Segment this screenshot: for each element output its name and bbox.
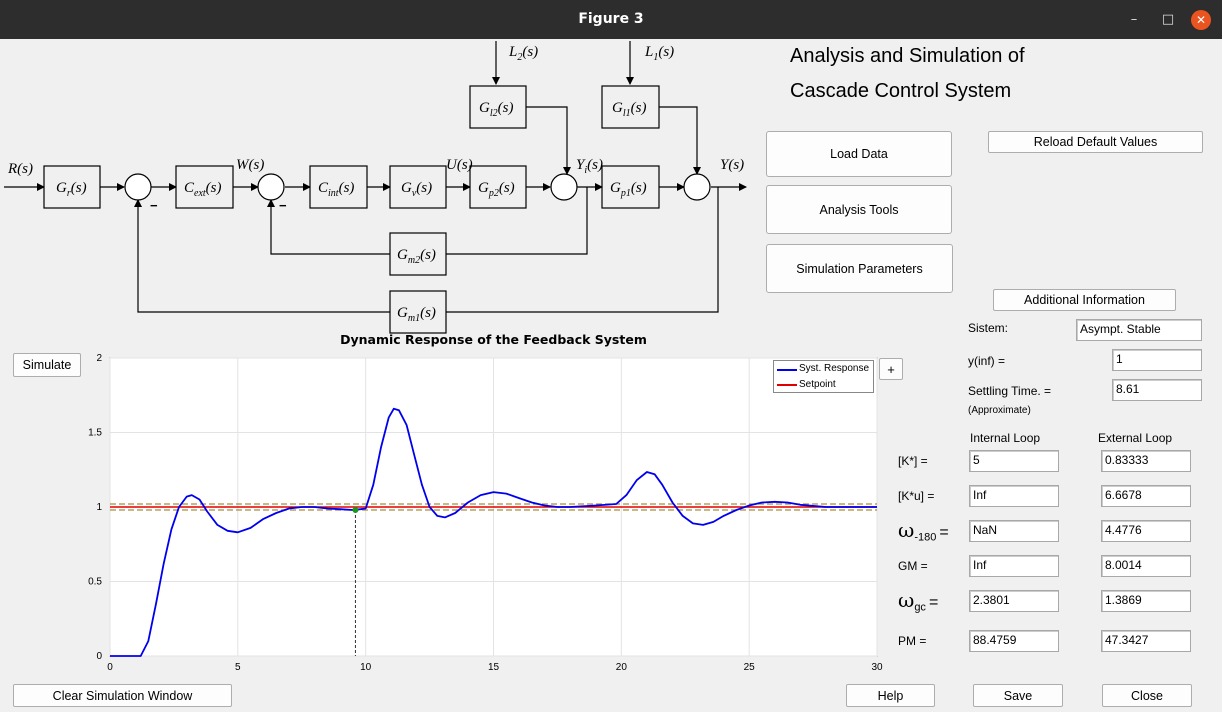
internal-loop-field-0[interactable]: 5: [969, 450, 1059, 472]
metric-label-1: [K*u] =: [898, 489, 935, 503]
analysis-tools-button[interactable]: Analysis Tools: [766, 185, 952, 234]
legend-swatch-setpoint: [777, 384, 797, 386]
header-line1: Analysis and Simulation of: [790, 45, 1025, 67]
x-tick-label: 5: [235, 662, 241, 673]
response-chart[interactable]: 0 5 10 15 20 25 30 0 0.5 1 1.5 2: [80, 350, 890, 680]
legend-label-setpoint: Setpoint: [799, 379, 836, 390]
metric-label-4: ωgc =: [898, 588, 938, 613]
internal-loop-field-4[interactable]: 2.3801: [969, 590, 1059, 612]
additional-information-button[interactable]: Additional Information: [993, 289, 1176, 311]
external-loop-field-3[interactable]: 8.0014: [1101, 555, 1191, 577]
sistem-label: Sistem:: [968, 321, 1009, 335]
external-loop-field-1[interactable]: 6.6678: [1101, 485, 1191, 507]
signal-W: W(s): [236, 157, 264, 173]
clear-simulation-window-button[interactable]: Clear Simulation Window: [13, 684, 232, 707]
signal-L2: L2(s): [508, 44, 538, 63]
external-loop-heading: External Loop: [1098, 431, 1173, 445]
load-data-button[interactable]: Load Data: [766, 131, 952, 177]
reload-default-values-button[interactable]: Reload Default Values: [988, 131, 1203, 153]
legend-swatch-response: [777, 369, 797, 371]
omega-subscript: -180: [914, 531, 937, 544]
metric-label-0: [K*] =: [898, 454, 928, 468]
equals-sign: =: [939, 524, 949, 541]
x-tick-label: 0: [107, 662, 113, 673]
omega-symbol: ω: [898, 518, 915, 542]
y-tick-label: 1.5: [88, 428, 102, 439]
omega-symbol: ω: [898, 588, 915, 612]
close-button[interactable]: Close: [1102, 684, 1192, 707]
window-title: Figure 3: [578, 11, 644, 27]
block-Cint: Cint(s): [318, 180, 354, 199]
block-diagram: R(s) W(s) U(s) Yi(s) Y(s) L2(s) L1(s) Gr…: [4, 39, 749, 335]
block-Gv: Gv(s): [401, 180, 432, 199]
external-loop-field-4[interactable]: 1.3869: [1101, 590, 1191, 612]
help-button[interactable]: Help: [846, 684, 935, 707]
header-line2: Cascade Control System: [790, 80, 1012, 102]
series-line-response: [110, 407, 877, 657]
chart-legend: Syst. Response Setpoint: [773, 360, 874, 393]
approximate-label: (Approximate): [968, 405, 1031, 416]
block-Gp2: Gp2(s): [478, 180, 515, 199]
x-tick-label: 15: [488, 662, 500, 673]
internal-loop-field-5[interactable]: 88.4759: [969, 630, 1059, 652]
block-Gr: Gr(s): [56, 180, 87, 199]
metric-label-5: PM =: [898, 634, 927, 648]
signal-L1: L1(s): [644, 44, 674, 63]
internal-loop-field-2[interactable]: NaN: [969, 520, 1059, 542]
metric-label-3: GM =: [898, 559, 928, 573]
y-tick-label: 1: [96, 502, 102, 513]
y-tick-label: 0.5: [88, 577, 102, 588]
signal-Y: Y(s): [720, 157, 744, 173]
simulation-parameters-button[interactable]: Simulation Parameters: [766, 244, 953, 293]
legend-label-response: Syst. Response: [799, 363, 870, 374]
equals-sign: =: [928, 594, 939, 611]
y-tick-label: 0: [96, 651, 102, 662]
block-Gl2: Gl2(s): [479, 100, 513, 119]
block-Gm2: Gm2(s): [397, 247, 436, 266]
metric-label-2: ω-180 =: [898, 518, 949, 543]
settling-time-marker: [352, 506, 359, 513]
external-loop-field-5[interactable]: 47.3427: [1101, 630, 1191, 652]
internal-loop-field-1[interactable]: Inf: [969, 485, 1059, 507]
external-loop-field-2[interactable]: 4.4776: [1101, 520, 1191, 542]
minimize-icon[interactable]: –: [1130, 12, 1138, 27]
x-tick-label: 10: [360, 662, 372, 673]
yinf-field[interactable]: 1: [1112, 349, 1202, 371]
block-Cext: Cext(s): [184, 180, 222, 199]
minus-sign-outer: −: [150, 198, 158, 213]
block-Gl1: Gl1(s): [612, 100, 646, 119]
block-Gm1: Gm1(s): [397, 305, 436, 324]
close-window-icon[interactable]: ✕: [1191, 10, 1211, 30]
omega-subscript: gc: [914, 601, 926, 614]
maximize-icon[interactable]: □: [1161, 12, 1175, 27]
signal-Yi: Yi(s): [576, 157, 603, 176]
settling-time-field[interactable]: 8.61: [1112, 379, 1202, 401]
x-tick-label: 25: [744, 662, 756, 673]
sistem-field[interactable]: Asympt. Stable: [1076, 319, 1202, 341]
external-loop-field-0[interactable]: 0.83333: [1101, 450, 1191, 472]
settling-time-label: Settling Time. =: [968, 384, 1052, 398]
simulate-button[interactable]: Simulate: [13, 353, 81, 377]
internal-loop-field-3[interactable]: Inf: [969, 555, 1059, 577]
chart-title: Dynamic Response of the Feedback System: [340, 332, 647, 347]
x-tick-label: 20: [616, 662, 628, 673]
signal-U: U(s): [446, 157, 473, 173]
minus-sign-inner: −: [279, 198, 287, 213]
block-Gp1: Gp1(s): [610, 180, 647, 199]
save-button[interactable]: Save: [973, 684, 1063, 707]
x-tick-label: 30: [871, 662, 883, 673]
legend-plus-button[interactable]: +: [879, 358, 903, 380]
y-tick-label: 2: [96, 353, 102, 364]
internal-loop-heading: Internal Loop: [970, 431, 1041, 445]
title-bar: Figure 3 – □ ✕: [0, 0, 1222, 39]
yinf-label: y(inf) =: [968, 354, 1006, 368]
signal-R: R(s): [7, 161, 33, 177]
